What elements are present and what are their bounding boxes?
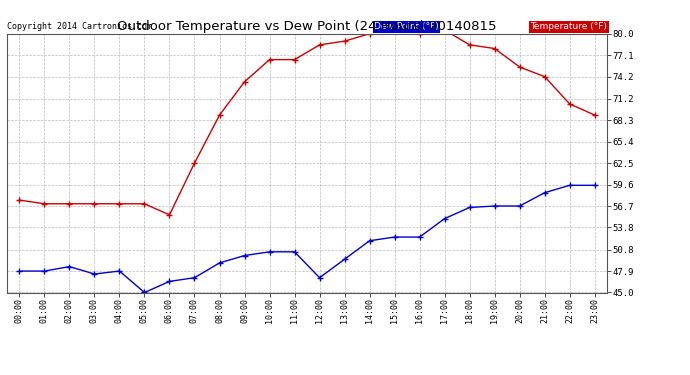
Text: Dew Point (°F): Dew Point (°F) bbox=[375, 22, 439, 31]
Title: Outdoor Temperature vs Dew Point (24 Hours) 20140815: Outdoor Temperature vs Dew Point (24 Hou… bbox=[117, 20, 497, 33]
Text: Copyright 2014 Cartronics.com: Copyright 2014 Cartronics.com bbox=[7, 22, 152, 31]
Text: Temperature (°F): Temperature (°F) bbox=[531, 22, 607, 31]
